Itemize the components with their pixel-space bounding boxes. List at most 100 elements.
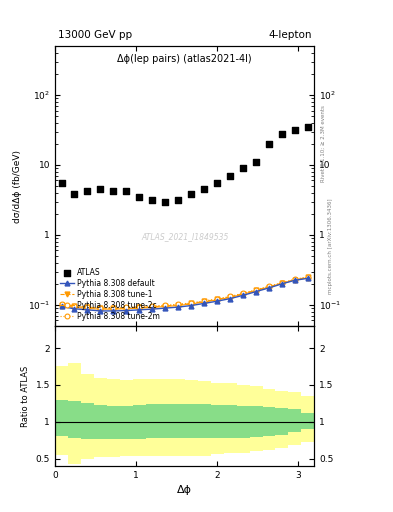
Pythia 8.308 default (241, 292, 246, 298)
ATLAS (305, 123, 311, 131)
ATLAS (279, 130, 285, 138)
Pythia 8.308 tune-2c (176, 303, 181, 309)
ATLAS (97, 185, 104, 194)
Pythia 8.308 tune-2c (228, 294, 233, 301)
Pythia 8.308 default (137, 307, 142, 313)
ATLAS (136, 193, 143, 201)
Line: Pythia 8.308 tune-2m: Pythia 8.308 tune-2m (59, 274, 310, 310)
Pythia 8.308 default (111, 308, 116, 314)
Pythia 8.308 tune-2c (124, 306, 129, 312)
ATLAS (175, 196, 182, 204)
Pythia 8.308 default (124, 308, 129, 314)
Pythia 8.308 tune-1 (254, 287, 259, 293)
Pythia 8.308 tune-1 (163, 303, 168, 309)
Pythia 8.308 tune-2m (176, 301, 181, 307)
Pythia 8.308 tune-2c (150, 304, 155, 310)
Pythia 8.308 tune-1 (59, 302, 64, 308)
Pythia 8.308 tune-1 (137, 304, 142, 310)
Pythia 8.308 tune-2m (124, 304, 129, 310)
Pythia 8.308 tune-1 (241, 290, 246, 296)
ATLAS (266, 140, 272, 148)
ATLAS (227, 172, 233, 180)
Pythia 8.308 default (202, 301, 207, 307)
Pythia 8.308 tune-2m (85, 304, 90, 310)
Pythia 8.308 tune-1 (293, 276, 298, 283)
Pythia 8.308 tune-1 (111, 305, 116, 311)
Pythia 8.308 tune-1 (215, 296, 220, 303)
Pythia 8.308 tune-2c (85, 305, 90, 311)
Pythia 8.308 tune-2m (72, 303, 77, 309)
Pythia 8.308 tune-2m (228, 293, 233, 300)
Pythia 8.308 tune-2m (306, 274, 310, 280)
ATLAS (201, 185, 208, 194)
Legend: ATLAS, Pythia 8.308 default, Pythia 8.308 tune-1, Pythia 8.308 tune-2c, Pythia 8: ATLAS, Pythia 8.308 default, Pythia 8.30… (59, 266, 162, 322)
Pythia 8.308 tune-2c (280, 281, 285, 287)
ATLAS (253, 158, 259, 166)
X-axis label: Δϕ: Δϕ (177, 485, 192, 495)
ATLAS (84, 187, 91, 196)
Pythia 8.308 default (267, 285, 272, 291)
ATLAS (123, 187, 130, 196)
Pythia 8.308 tune-1 (98, 305, 103, 311)
Pythia 8.308 tune-2m (241, 290, 246, 296)
Pythia 8.308 tune-2m (98, 305, 103, 311)
Text: Δϕ(lep pairs) (atlas2021-4l): Δϕ(lep pairs) (atlas2021-4l) (118, 54, 252, 65)
Pythia 8.308 default (215, 298, 220, 304)
Pythia 8.308 tune-2c (189, 301, 194, 307)
Pythia 8.308 tune-2m (280, 280, 285, 286)
Pythia 8.308 default (189, 303, 194, 309)
Pythia 8.308 tune-2c (72, 304, 77, 310)
Pythia 8.308 tune-2c (98, 306, 103, 312)
Pythia 8.308 tune-2m (254, 287, 259, 293)
ATLAS (188, 190, 195, 199)
ATLAS (292, 125, 298, 134)
Pythia 8.308 tune-2c (254, 288, 259, 294)
Pythia 8.308 tune-2c (293, 277, 298, 283)
Pythia 8.308 tune-2c (137, 305, 142, 311)
Pythia 8.308 tune-2c (163, 304, 168, 310)
Line: Pythia 8.308 tune-1: Pythia 8.308 tune-1 (59, 275, 310, 311)
Pythia 8.308 tune-1 (72, 304, 77, 310)
Y-axis label: dσ/dΔϕ (fb/GeV): dσ/dΔϕ (fb/GeV) (13, 150, 22, 223)
Pythia 8.308 tune-2m (189, 300, 194, 306)
Text: ATLAS_2021_I1849535: ATLAS_2021_I1849535 (141, 232, 228, 241)
Pythia 8.308 tune-1 (228, 294, 233, 300)
Pythia 8.308 tune-1 (280, 280, 285, 286)
Pythia 8.308 tune-2c (59, 303, 64, 309)
Pythia 8.308 tune-2c (111, 306, 116, 312)
Pythia 8.308 tune-1 (176, 302, 181, 308)
Pythia 8.308 tune-2m (293, 276, 298, 282)
Pythia 8.308 default (293, 277, 298, 283)
ATLAS (162, 198, 169, 206)
Pythia 8.308 tune-2c (267, 284, 272, 290)
Pythia 8.308 tune-1 (202, 298, 207, 305)
Pythia 8.308 tune-2m (163, 302, 168, 308)
Y-axis label: Ratio to ATLAS: Ratio to ATLAS (21, 366, 30, 426)
Pythia 8.308 tune-2c (306, 274, 310, 281)
Pythia 8.308 default (163, 305, 168, 311)
Pythia 8.308 tune-2m (215, 296, 220, 302)
Pythia 8.308 default (228, 295, 233, 302)
Pythia 8.308 tune-2c (241, 291, 246, 297)
Pythia 8.308 tune-1 (189, 301, 194, 307)
Pythia 8.308 default (254, 289, 259, 295)
Pythia 8.308 tune-1 (124, 305, 129, 311)
Pythia 8.308 default (85, 307, 90, 313)
Text: 4-lepton: 4-lepton (268, 31, 312, 40)
Pythia 8.308 tune-2c (202, 299, 207, 305)
Pythia 8.308 default (98, 308, 103, 314)
ATLAS (214, 179, 220, 187)
Pythia 8.308 default (280, 281, 285, 287)
Pythia 8.308 tune-2m (150, 303, 155, 309)
Text: 13000 GeV pp: 13000 GeV pp (58, 31, 132, 40)
Pythia 8.308 tune-2m (202, 298, 207, 304)
Pythia 8.308 tune-2m (111, 305, 116, 311)
ATLAS (59, 179, 65, 187)
ATLAS (110, 186, 117, 195)
Pythia 8.308 default (306, 275, 310, 282)
ATLAS (72, 190, 78, 199)
ATLAS (240, 164, 246, 172)
Line: Pythia 8.308 default: Pythia 8.308 default (59, 276, 310, 313)
Pythia 8.308 tune-1 (85, 304, 90, 310)
Pythia 8.308 tune-1 (267, 284, 272, 290)
